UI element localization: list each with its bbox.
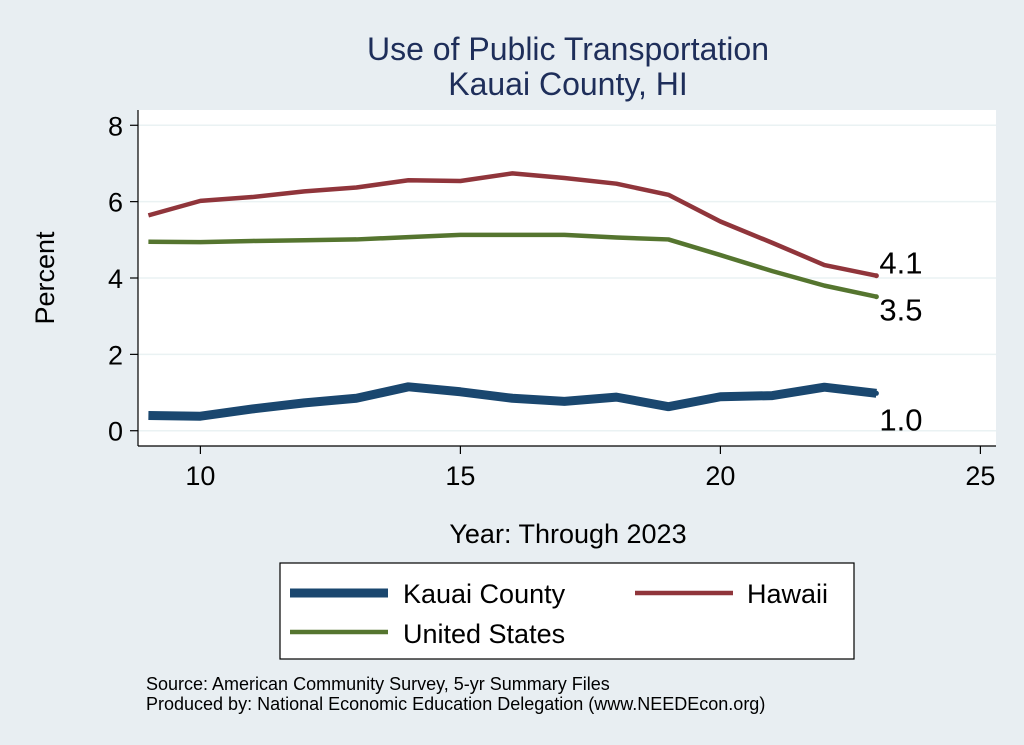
y-axis-title: Percent <box>30 231 60 325</box>
series-line-kauai-county <box>148 382 877 421</box>
end-label-kauai-county: 1.0 <box>879 402 922 437</box>
series-line-hawaii <box>147 171 877 278</box>
series-lines <box>147 171 877 421</box>
chart-title: Use of Public Transportation <box>367 31 769 67</box>
y-ticks: 0 2 4 6 8 <box>108 111 138 447</box>
y-tick-label-2: 2 <box>108 340 123 370</box>
end-marker-hawaii <box>873 273 879 279</box>
chart-subtitle: Kauai County, HI <box>448 66 688 102</box>
legend-label-united-states: United States <box>403 619 565 649</box>
producer-note: Produced by: National Economic Education… <box>146 694 765 714</box>
y-tick-label-0: 0 <box>108 417 123 447</box>
series-line-united-states <box>148 232 877 299</box>
source-note: Source: American Community Survey, 5-yr … <box>146 674 610 694</box>
end-label-hawaii: 4.1 <box>879 246 922 281</box>
x-tick-label-10: 10 <box>185 461 215 491</box>
end-marker-kauai-county <box>873 390 879 396</box>
x-ticks: 10 15 20 25 <box>185 446 995 491</box>
legend-label-hawaii: Hawaii <box>747 579 828 609</box>
y-tick-label-8: 8 <box>108 111 123 141</box>
y-tick-label-4: 4 <box>108 264 123 294</box>
y-tick-label-6: 6 <box>108 188 123 218</box>
end-label-united-states: 3.5 <box>879 293 922 328</box>
x-axis-title: Year: Through 2023 <box>449 519 686 549</box>
x-tick-label-20: 20 <box>705 461 735 491</box>
x-tick-label-15: 15 <box>445 461 475 491</box>
gridlines <box>138 124 996 432</box>
legend-label-kauai-county: Kauai County <box>403 579 566 609</box>
legend-box <box>279 562 855 660</box>
x-tick-label-25: 25 <box>965 461 995 491</box>
end-marker-united-states <box>873 294 879 300</box>
legend: Kauai County Hawaii United States <box>279 562 855 660</box>
end-labels: 1.0 4.1 3.5 <box>873 246 923 437</box>
